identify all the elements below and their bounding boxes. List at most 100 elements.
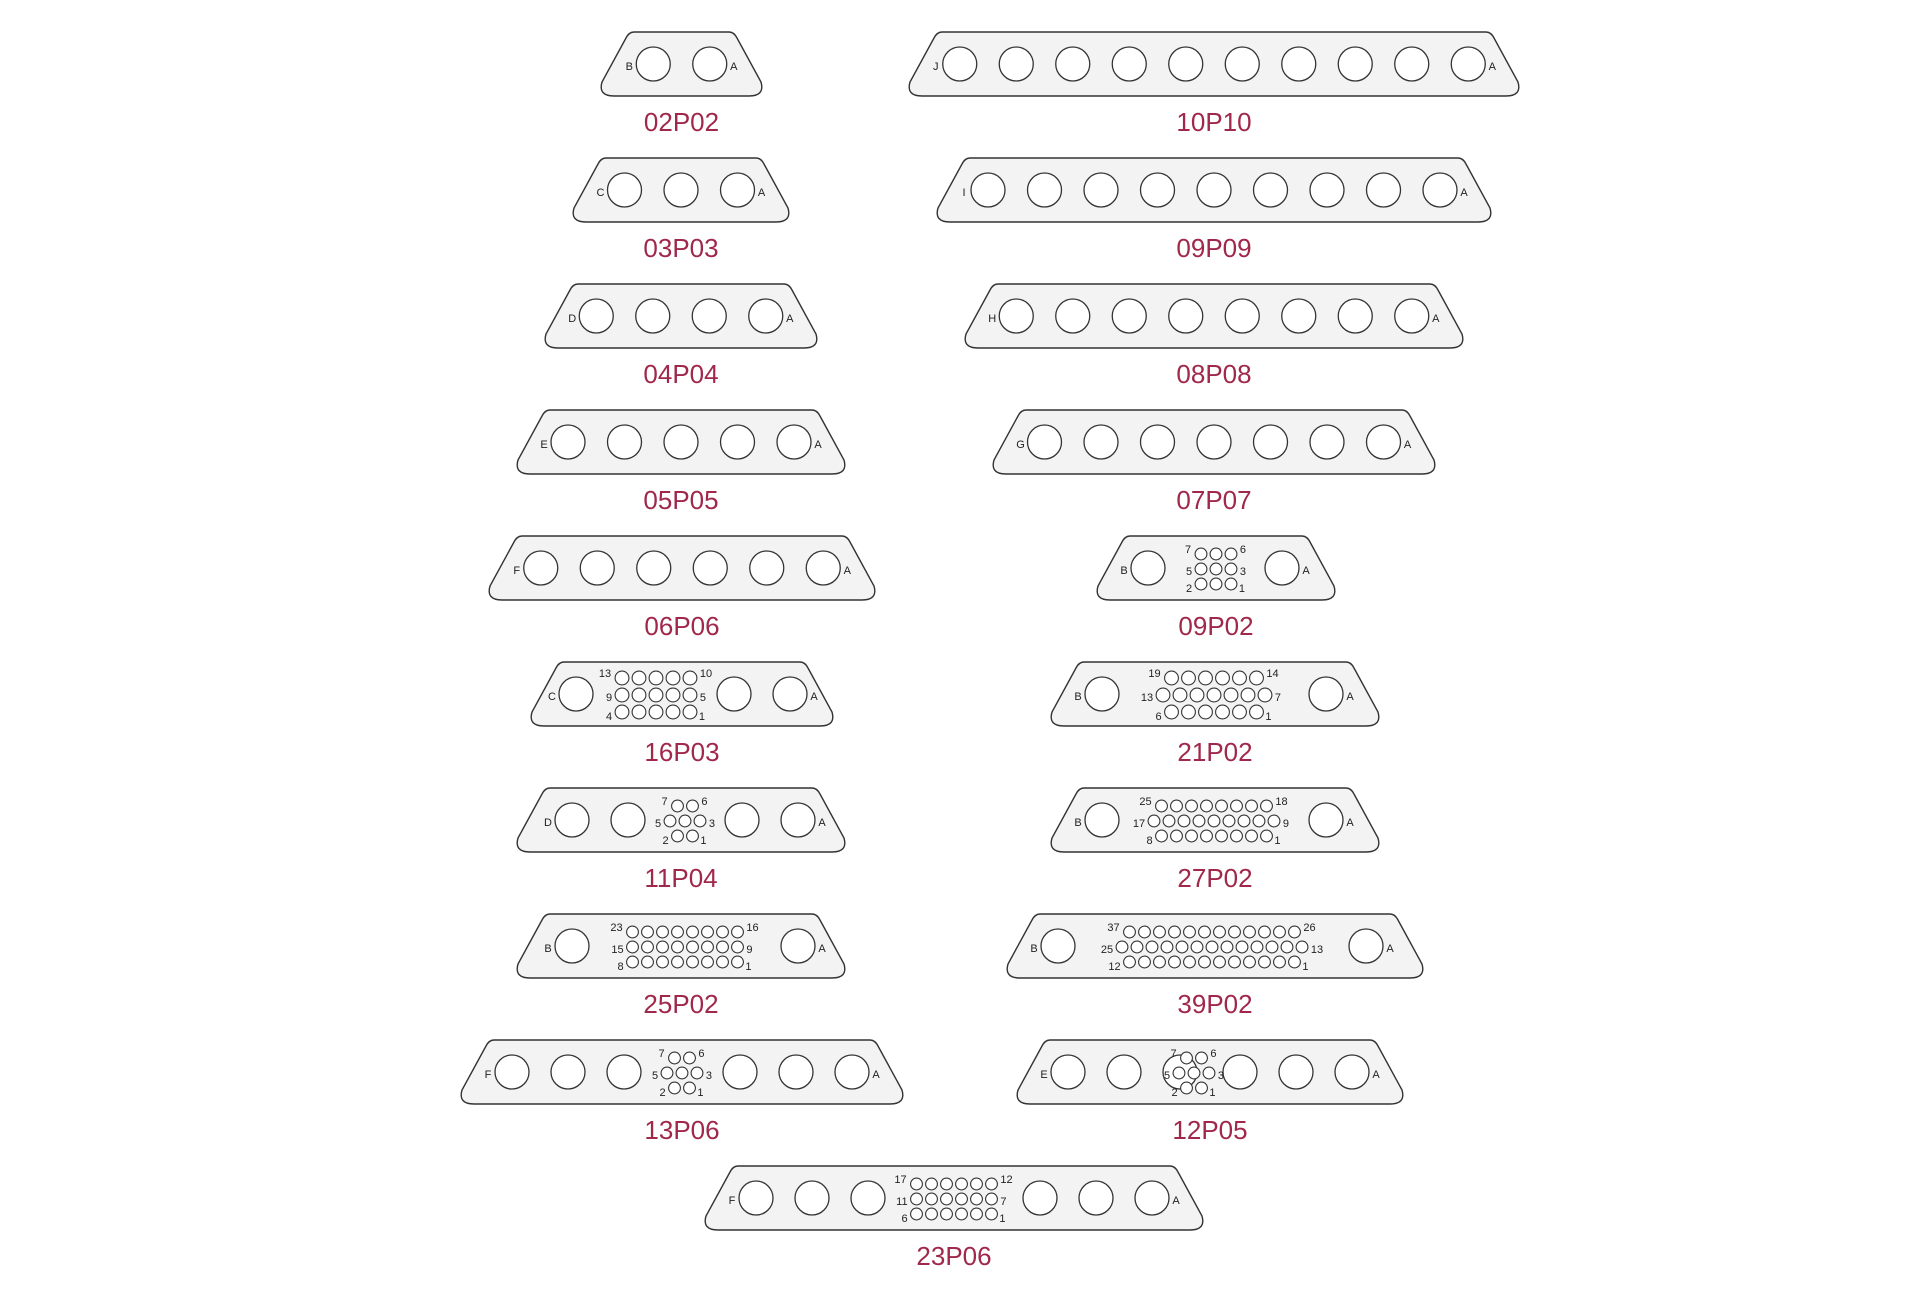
signal-pin xyxy=(1194,577,1208,591)
signal-pin xyxy=(1183,925,1196,939)
pin-number: 9 xyxy=(1283,818,1289,830)
signal-pin xyxy=(1235,940,1249,954)
cavity-pin xyxy=(636,550,672,586)
signal-pin xyxy=(1153,925,1166,939)
signal-pin xyxy=(665,670,681,686)
signal-pin xyxy=(648,704,664,720)
pin-label-contact: A xyxy=(1346,817,1354,829)
connector-10p10: J A 10P10 xyxy=(908,31,1520,137)
signal-pin xyxy=(1258,955,1271,969)
connector-06p06: F A 06P06 xyxy=(488,535,876,641)
pin-label-contact: A xyxy=(818,943,826,955)
signal-pin xyxy=(1206,687,1222,703)
connector-07p07: G A 07P07 xyxy=(992,409,1436,515)
signal-pin xyxy=(686,940,699,954)
cavity-pin xyxy=(663,172,699,208)
pin-number: 4 xyxy=(606,711,612,723)
pin-number: 12 xyxy=(1000,1174,1012,1186)
signal-pin xyxy=(1223,687,1239,703)
cavity-pin xyxy=(579,550,615,586)
signal-pin xyxy=(1138,955,1151,969)
cavity-pin xyxy=(738,1180,774,1216)
signal-pin xyxy=(1130,940,1144,954)
pin-label-contact: A xyxy=(810,691,818,703)
signal-pin xyxy=(686,799,699,813)
signal-pin xyxy=(656,925,669,939)
cavity-pin xyxy=(606,172,643,208)
pin-number: 7 xyxy=(1275,692,1281,704)
signal-pin xyxy=(716,940,729,954)
cavity-pin xyxy=(663,424,699,460)
cavity-pin xyxy=(494,1054,530,1090)
signal-pin xyxy=(1280,940,1294,954)
connector-12p05: E A 7 6 5 3 2 1 12P05 xyxy=(1016,1039,1404,1145)
connector-label: 12P05 xyxy=(1172,1115,1247,1145)
pin-number: 5 xyxy=(652,1070,658,1082)
cavity-pin xyxy=(772,676,808,712)
pin-number: 26 xyxy=(1303,922,1315,934)
pin-number: 1 xyxy=(1274,835,1280,847)
signal-pin xyxy=(614,670,630,686)
connector-label: 05P05 xyxy=(643,485,718,515)
signal-pin xyxy=(910,1192,923,1206)
signal-pin xyxy=(1180,1081,1193,1095)
cavity-pin xyxy=(578,298,614,334)
pin-number: 6 xyxy=(698,1048,704,1060)
signal-pin xyxy=(1252,814,1266,828)
signal-pin xyxy=(682,687,698,703)
cavity-pin xyxy=(1281,298,1317,334)
signal-pin xyxy=(1183,955,1196,969)
pin-number: 6 xyxy=(901,1213,907,1225)
cavity-pin xyxy=(1196,424,1232,460)
cavity-pin xyxy=(1365,424,1402,460)
cavity-pin xyxy=(1026,172,1063,208)
pin-label-last: A xyxy=(786,313,794,325)
signal-pin xyxy=(955,1207,968,1221)
pin-label-first: G xyxy=(1016,439,1025,451)
signal-pin xyxy=(686,925,699,939)
signal-pin xyxy=(1288,925,1301,939)
cavity-pin xyxy=(550,1054,586,1090)
signal-pin xyxy=(614,687,630,703)
pin-label-first: C xyxy=(597,187,605,199)
cavity-pin xyxy=(794,1180,830,1216)
pin-number: 2 xyxy=(662,835,668,847)
pin-label-contact: A xyxy=(818,817,826,829)
connector-23p06: F A 17 12 11 7 6 1 23P06 xyxy=(704,1165,1204,1271)
signal-pin xyxy=(614,704,630,720)
signal-pin xyxy=(925,1207,938,1221)
cavity-pin xyxy=(1224,298,1260,334)
connector-03p03: C A 03P03 xyxy=(572,157,790,263)
pin-label-contact: A xyxy=(872,1069,880,1081)
pin-number: 6 xyxy=(1210,1048,1216,1060)
signal-pin xyxy=(671,955,684,969)
cavity-pin xyxy=(1050,1054,1086,1090)
pin-number: 17 xyxy=(894,1174,906,1186)
pin-number: 7 xyxy=(1000,1196,1006,1208)
signal-pin xyxy=(1245,829,1258,843)
pin-label-last: A xyxy=(1432,313,1440,325)
signal-pin xyxy=(1172,687,1188,703)
signal-pin xyxy=(1249,704,1264,720)
cavity-pin xyxy=(780,802,816,838)
signal-pin xyxy=(955,1192,968,1206)
signal-pin xyxy=(910,1207,923,1221)
cavity-pin xyxy=(748,298,784,334)
signal-pin xyxy=(1189,687,1205,703)
signal-pin xyxy=(683,1051,696,1065)
signal-pin xyxy=(1215,704,1230,720)
cavity-pin xyxy=(719,172,756,208)
pin-number: 25 xyxy=(1101,944,1113,956)
signal-pin xyxy=(668,1081,681,1095)
signal-pin xyxy=(1177,814,1191,828)
pin-number: 5 xyxy=(700,692,706,704)
signal-pin xyxy=(1172,1066,1186,1080)
signal-pin xyxy=(1181,704,1196,720)
pin-number: 8 xyxy=(617,961,623,973)
pin-number: 1 xyxy=(700,835,706,847)
signal-pin xyxy=(1185,829,1198,843)
pin-number: 7 xyxy=(1170,1048,1176,1060)
cavity-pin xyxy=(1281,46,1317,82)
